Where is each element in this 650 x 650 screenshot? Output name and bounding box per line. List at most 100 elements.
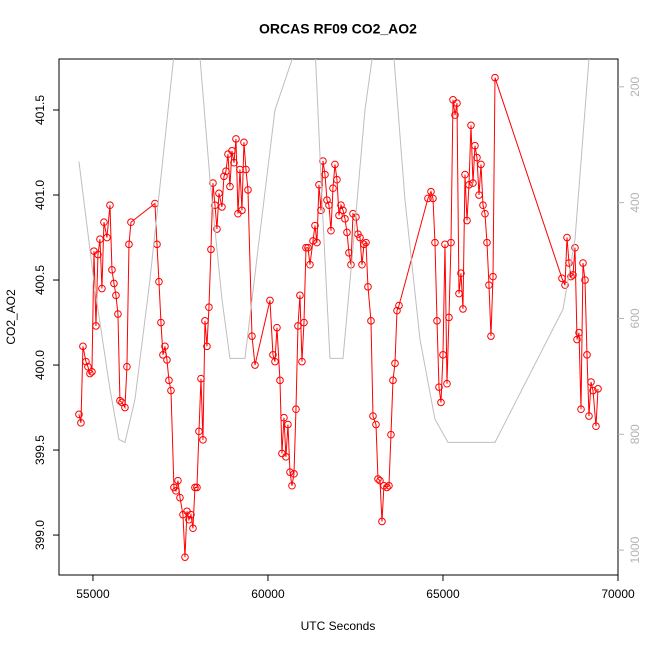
data-point bbox=[96, 235, 104, 244]
data-point bbox=[125, 240, 133, 249]
data-point bbox=[583, 351, 591, 359]
data-point bbox=[199, 436, 207, 444]
data-point bbox=[197, 374, 205, 383]
data-point bbox=[585, 412, 593, 420]
data-point bbox=[123, 362, 131, 371]
data-point bbox=[79, 342, 87, 351]
data-point bbox=[127, 218, 135, 227]
data-point bbox=[465, 181, 473, 189]
data-point bbox=[565, 259, 573, 267]
data-point bbox=[473, 153, 481, 162]
data-point bbox=[575, 328, 583, 337]
data-point bbox=[571, 243, 579, 252]
data-point bbox=[481, 209, 489, 218]
data-point bbox=[447, 238, 455, 247]
data-point bbox=[325, 201, 333, 210]
data-point bbox=[369, 412, 377, 420]
data-point bbox=[251, 361, 259, 369]
data-point bbox=[367, 317, 375, 325]
data-point bbox=[207, 245, 215, 254]
data-point bbox=[364, 283, 372, 291]
data-point bbox=[333, 175, 341, 184]
data-point bbox=[467, 121, 475, 130]
data-point bbox=[84, 362, 92, 371]
data-point bbox=[215, 189, 223, 198]
chart-title: ORCAS RF09 CO2_AO2 bbox=[259, 21, 417, 37]
data-point bbox=[439, 351, 447, 359]
data-point bbox=[445, 313, 453, 322]
data-point bbox=[385, 481, 393, 490]
data-point bbox=[437, 398, 445, 407]
data-point bbox=[185, 515, 193, 524]
data-point bbox=[306, 260, 314, 269]
data-point bbox=[471, 141, 479, 150]
data-point bbox=[108, 266, 116, 274]
data-point bbox=[296, 291, 304, 300]
y-tick-label: 399.0 bbox=[33, 520, 47, 550]
data-point bbox=[106, 201, 114, 210]
series-line bbox=[78, 59, 590, 444]
data-point bbox=[218, 203, 226, 211]
data-point bbox=[451, 111, 459, 119]
data-point bbox=[567, 272, 575, 281]
data-point bbox=[167, 386, 175, 395]
data-point bbox=[315, 181, 323, 189]
data-point bbox=[271, 357, 279, 366]
y2-tick-label: 600 bbox=[628, 308, 642, 328]
data-point bbox=[395, 301, 403, 310]
x-tick-label: 65000 bbox=[426, 587, 460, 601]
data-point bbox=[443, 379, 451, 388]
y-tick-label: 401.5 bbox=[33, 95, 47, 125]
data-point bbox=[339, 206, 347, 215]
x-tick-label: 70000 bbox=[601, 587, 635, 601]
data-point bbox=[469, 179, 477, 187]
data-point bbox=[238, 206, 246, 215]
data-point bbox=[485, 281, 493, 289]
data-point bbox=[374, 475, 382, 483]
data-point bbox=[592, 422, 600, 431]
plot-area bbox=[75, 59, 602, 561]
data-point bbox=[463, 216, 471, 225]
data-point bbox=[213, 225, 221, 233]
data-point bbox=[110, 279, 118, 288]
data-point bbox=[100, 218, 108, 227]
data-point bbox=[483, 238, 491, 247]
data-point bbox=[228, 147, 236, 155]
data-point bbox=[309, 237, 317, 245]
data-point bbox=[203, 342, 211, 351]
data-point bbox=[393, 306, 401, 315]
data-point bbox=[358, 260, 366, 269]
data-point bbox=[159, 351, 167, 359]
data-point bbox=[337, 201, 345, 210]
data-point bbox=[573, 335, 581, 344]
data-point bbox=[284, 420, 292, 429]
y2-tick-label: 400 bbox=[628, 192, 642, 212]
data-point bbox=[321, 170, 329, 179]
data-point bbox=[92, 322, 100, 330]
data-point bbox=[300, 318, 308, 327]
data-point bbox=[435, 383, 443, 391]
data-point bbox=[589, 386, 597, 395]
data-point bbox=[211, 201, 219, 210]
data-point bbox=[431, 238, 439, 247]
data-point bbox=[569, 271, 577, 279]
data-point bbox=[75, 410, 83, 419]
data-point bbox=[288, 481, 296, 490]
data-point bbox=[356, 233, 364, 242]
data-point bbox=[187, 510, 195, 519]
data-point bbox=[240, 138, 248, 147]
data-point bbox=[98, 284, 106, 293]
plot-frame bbox=[58, 58, 619, 576]
data-point bbox=[391, 359, 399, 368]
data-point bbox=[360, 240, 368, 249]
data-point bbox=[475, 191, 483, 199]
data-point bbox=[387, 430, 395, 439]
data-point bbox=[461, 170, 469, 179]
data-point bbox=[323, 196, 331, 204]
data-point bbox=[86, 369, 94, 378]
data-point bbox=[319, 157, 327, 165]
data-point bbox=[581, 276, 589, 284]
data-point bbox=[248, 332, 256, 340]
data-point bbox=[121, 403, 129, 412]
data-point bbox=[311, 221, 319, 230]
